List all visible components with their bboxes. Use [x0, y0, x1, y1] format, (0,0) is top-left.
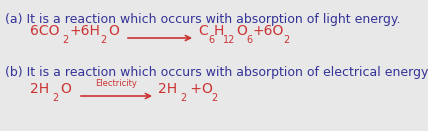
Text: +O: +O: [186, 82, 213, 96]
Text: H: H: [214, 24, 224, 38]
Text: 12: 12: [223, 35, 235, 45]
Text: 6: 6: [208, 35, 214, 45]
Text: Electricity: Electricity: [95, 79, 137, 88]
Text: 2: 2: [283, 35, 289, 45]
Text: +6O: +6O: [253, 24, 284, 38]
Text: O: O: [236, 24, 247, 38]
Text: 2: 2: [52, 93, 58, 103]
Text: +6H: +6H: [70, 24, 101, 38]
Text: 6CO: 6CO: [30, 24, 59, 38]
Text: 2H: 2H: [30, 82, 49, 96]
Text: O: O: [60, 82, 71, 96]
Text: 2: 2: [211, 93, 217, 103]
Text: (b) It is a reaction which occurs with absorption of electrical energy.: (b) It is a reaction which occurs with a…: [5, 66, 428, 79]
Text: 2: 2: [100, 35, 106, 45]
Text: (a) It is a reaction which occurs with absorption of light energy.: (a) It is a reaction which occurs with a…: [5, 13, 401, 26]
Text: 2: 2: [180, 93, 186, 103]
Text: 6: 6: [246, 35, 252, 45]
Text: O: O: [108, 24, 119, 38]
Text: 2H: 2H: [158, 82, 177, 96]
Text: C: C: [198, 24, 208, 38]
Text: 2: 2: [62, 35, 68, 45]
